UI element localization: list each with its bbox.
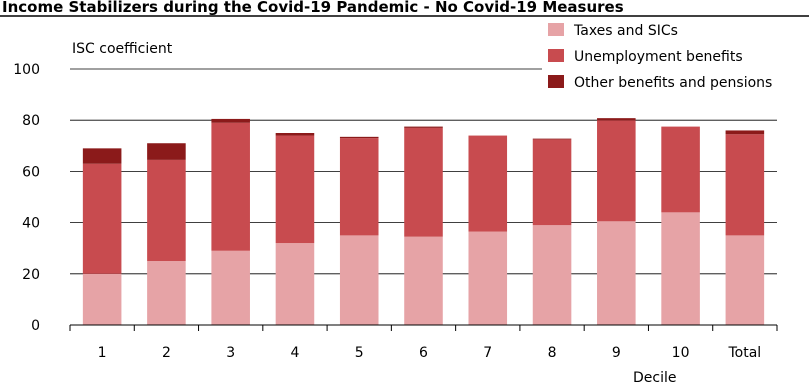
y-tick-label-80: 80 (22, 113, 40, 129)
bar-total-series-3 (725, 130, 765, 135)
x-tick-label-total: Total (728, 345, 762, 361)
legend-swatch-3 (548, 75, 564, 88)
y-tick-label-0: 0 (31, 318, 40, 334)
x-tick-label-10: 10 (672, 345, 690, 361)
bar-total-series-1 (725, 235, 765, 325)
y-tick-label-60: 60 (22, 164, 40, 180)
bar-7-series-2 (468, 135, 508, 232)
y-axis-label: ISC coefficient (72, 41, 173, 57)
y-tick-label-20: 20 (22, 267, 40, 283)
legend-label-2: Unemployment benefits (574, 49, 743, 65)
bar-9-series-1 (597, 221, 636, 325)
bar-1-series-1 (82, 273, 122, 325)
bar-5-series-1 (339, 235, 379, 325)
y-tick-label-100: 100 (13, 62, 40, 78)
x-tick-label-1: 1 (98, 345, 107, 361)
bar-7-series-1 (468, 231, 508, 325)
bar-3-series-3 (211, 118, 250, 123)
x-tick-label-4: 4 (290, 345, 299, 361)
legend-label-1: Taxes and SICs (573, 23, 678, 39)
x-tick-label-2: 2 (162, 345, 171, 361)
bar-2-series-1 (147, 261, 186, 325)
bar-1-series-3 (82, 148, 122, 164)
bar-4-series-2 (275, 135, 315, 244)
bar-4-series-1 (275, 243, 315, 325)
bar-6-series-2 (404, 127, 443, 237)
legend: Taxes and SICs Unemployment benefits Other… (542, 18, 792, 98)
axes: 0 20 40 60 80 100 1 2 3 4 5 6 7 8 9 10 Total (13, 62, 778, 361)
bar-3-series-2 (211, 122, 250, 251)
bar-10-series-2 (661, 126, 700, 213)
bar-6-series-1 (404, 236, 443, 325)
bar-8-series-1 (532, 225, 572, 325)
bar-total-series-2 (725, 134, 765, 236)
legend-label-3: Other benefits and pensions (574, 75, 772, 91)
bar-1-series-2 (82, 163, 122, 274)
bar-2-series-2 (147, 159, 186, 261)
x-tick-label-5: 5 (355, 345, 364, 361)
chart-title: Income Stabilizers during the Covid-19 P… (2, 0, 624, 16)
bar-10-series-1 (661, 212, 700, 325)
bar-9-series-3 (597, 118, 636, 121)
y-tick-label-40: 40 (22, 216, 40, 232)
x-tick-label-3: 3 (226, 345, 235, 361)
bar-8-series-3 (532, 138, 572, 140)
legend-backdrop (542, 18, 792, 98)
ylabel-backdrop (70, 37, 522, 67)
bar-5-series-3 (339, 136, 379, 139)
legend-swatch-1 (548, 23, 564, 36)
bar-8-series-2 (532, 139, 572, 226)
x-tick-label-8: 8 (548, 345, 557, 361)
bar-5-series-2 (339, 138, 379, 236)
x-tick-label-7: 7 (483, 345, 492, 361)
bar-2-series-3 (147, 143, 186, 160)
x-tick-label-9: 9 (612, 345, 621, 361)
x-tick-label-6: 6 (419, 345, 428, 361)
bar-3-series-1 (211, 250, 250, 325)
x-axis-label: Decile (633, 370, 676, 385)
bar-4-series-3 (275, 133, 315, 136)
bar-9-series-2 (597, 120, 636, 222)
legend-swatch-2 (548, 49, 564, 62)
bars (82, 118, 765, 325)
bar-6-series-3 (404, 126, 443, 128)
